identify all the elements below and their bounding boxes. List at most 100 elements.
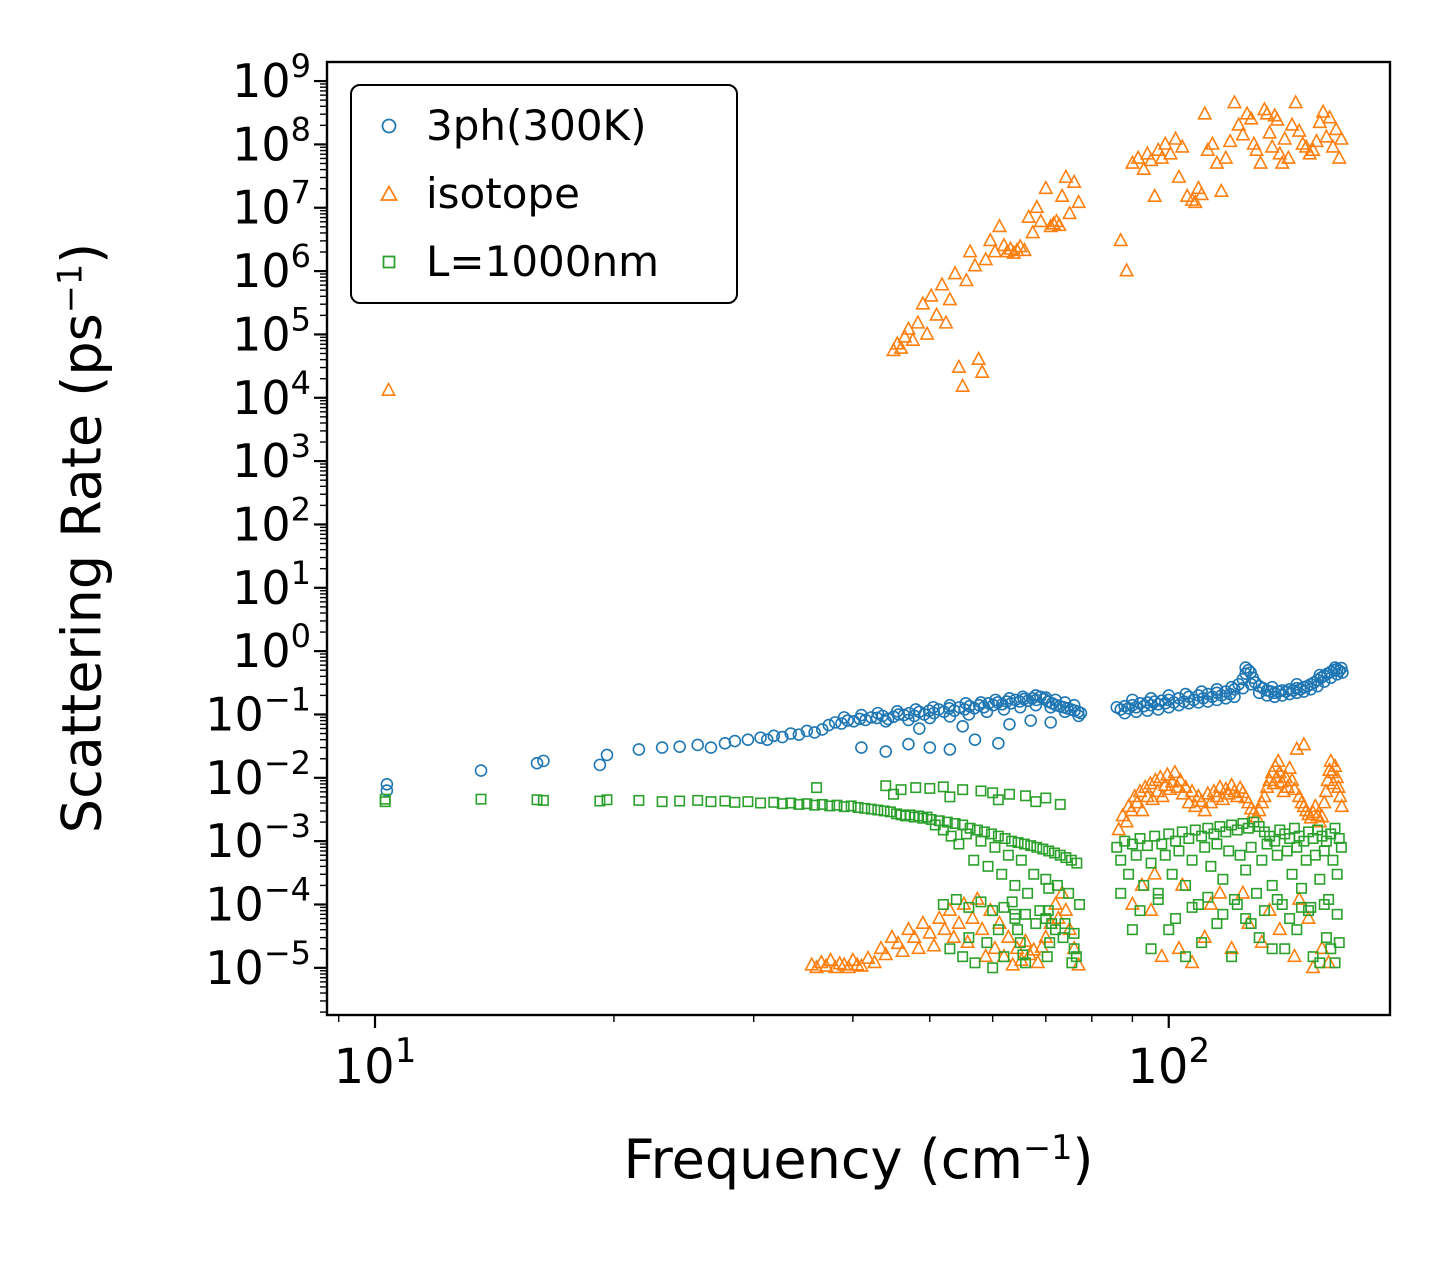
data-point — [1270, 752, 1286, 768]
legend-label-3ph: 3ph(300K) — [426, 101, 647, 150]
data-point — [937, 898, 949, 910]
data-point — [1321, 761, 1338, 776]
data-point — [963, 901, 975, 913]
data-point — [963, 932, 975, 944]
data-point — [1322, 109, 1338, 124]
data-point — [1030, 693, 1043, 707]
data-point — [1029, 199, 1045, 214]
data-point — [992, 737, 1005, 750]
data-point — [1231, 824, 1243, 836]
data-point — [1144, 691, 1158, 705]
data-point — [1060, 852, 1072, 864]
data-point — [1300, 854, 1312, 866]
data-point — [879, 745, 893, 758]
data-point — [1068, 943, 1080, 955]
data-point — [1009, 908, 1021, 920]
data-point — [692, 794, 704, 806]
data-point — [1159, 849, 1171, 861]
data-point — [705, 796, 717, 808]
data-point — [815, 723, 829, 736]
data-point — [1030, 918, 1042, 930]
data-point — [1170, 913, 1182, 925]
data-point — [1171, 168, 1187, 183]
data-point — [1251, 802, 1267, 817]
data-point — [1174, 138, 1190, 153]
data-point — [1234, 849, 1246, 861]
data-point — [1021, 208, 1037, 223]
data-point — [1272, 920, 1288, 936]
data-point — [1224, 940, 1240, 955]
data-point — [1272, 145, 1288, 160]
data-point — [824, 800, 836, 812]
data-point — [1252, 686, 1266, 700]
data-point — [1210, 682, 1224, 696]
data-point — [1331, 908, 1343, 920]
data-point — [1162, 689, 1176, 702]
data-point — [947, 265, 963, 280]
data-point — [878, 946, 894, 961]
x-axis-label-close: ) — [1072, 1128, 1094, 1191]
data-point — [1162, 145, 1178, 160]
data-point — [1063, 887, 1075, 899]
data-point — [1072, 709, 1085, 723]
triangle-marker-icon — [379, 184, 399, 201]
data-point — [1030, 796, 1042, 808]
data-point — [1284, 772, 1300, 787]
data-point — [1013, 700, 1027, 714]
data-point — [998, 951, 1010, 963]
data-point — [1277, 130, 1293, 145]
data-point — [1266, 879, 1278, 891]
data-point — [1119, 262, 1135, 277]
data-point — [1258, 905, 1270, 917]
data-point — [855, 741, 868, 754]
data-point — [951, 914, 967, 929]
data-point — [867, 954, 883, 969]
data-point — [1113, 232, 1129, 247]
data-point — [1020, 790, 1032, 802]
data-point — [978, 251, 994, 266]
data-point — [1286, 868, 1298, 880]
data-point — [1245, 918, 1257, 930]
data-point — [1002, 849, 1014, 861]
data-point — [1305, 959, 1321, 974]
data-point — [1043, 882, 1055, 894]
data-point — [537, 754, 550, 768]
data-point — [1231, 116, 1247, 131]
data-point — [902, 713, 915, 727]
data-point — [1172, 772, 1188, 787]
data-point — [1158, 697, 1172, 710]
data-point — [1328, 121, 1344, 136]
data-point — [911, 940, 927, 955]
data-point — [919, 325, 935, 340]
data-point — [380, 381, 397, 396]
data-point — [1044, 937, 1056, 949]
data-point — [792, 728, 806, 741]
data-point — [872, 804, 884, 816]
data-point — [1205, 860, 1217, 872]
data-point — [955, 377, 971, 393]
data-point — [996, 237, 1012, 252]
data-point — [852, 801, 864, 813]
data-point — [1309, 849, 1321, 861]
data-point — [978, 947, 994, 963]
data-point — [1282, 759, 1298, 774]
data-point — [1331, 868, 1343, 880]
y-tick-label: 10−4 — [205, 870, 311, 931]
data-point — [944, 943, 956, 955]
data-point — [910, 314, 926, 329]
data-point — [729, 796, 741, 808]
data-point — [1152, 887, 1164, 899]
data-point — [1331, 149, 1347, 164]
x-tick-label: 101 — [334, 1031, 417, 1095]
x-axis-label-sup: −1 — [1023, 1128, 1073, 1167]
data-point — [1275, 689, 1289, 702]
data-point — [1229, 788, 1245, 803]
data-point — [1316, 794, 1332, 809]
data-point — [905, 331, 921, 346]
data-point — [1054, 849, 1066, 861]
data-point — [1012, 837, 1024, 849]
data-point — [1291, 924, 1303, 936]
data-point — [1139, 145, 1155, 160]
data-point — [1211, 918, 1223, 930]
data-point — [1284, 116, 1300, 131]
